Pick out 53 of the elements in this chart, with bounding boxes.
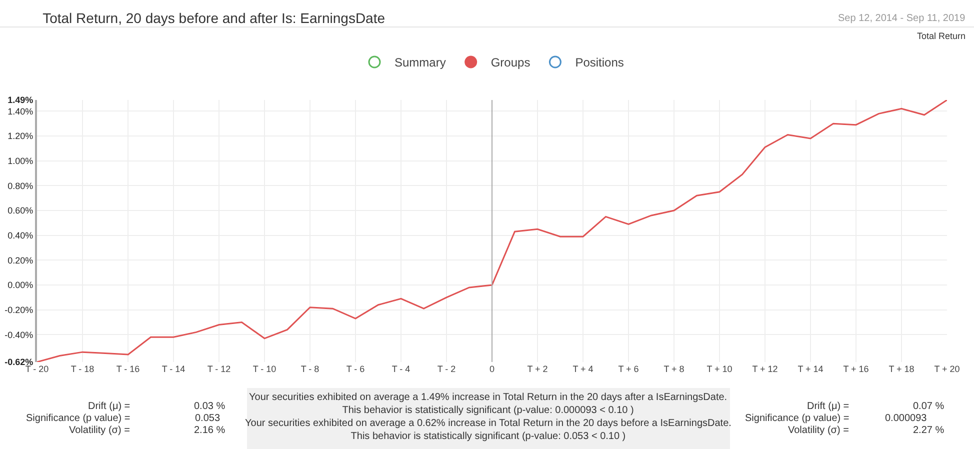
- x-tick-label: T + 10: [706, 364, 732, 374]
- line-series: [37, 100, 947, 362]
- text: 0.07 %: [913, 401, 944, 412]
- x-tick-label: T + 12: [752, 364, 778, 374]
- y-tick-label: 1.00%: [8, 156, 34, 166]
- text: Total Return: [917, 31, 966, 41]
- x-tick-label: T - 18: [70, 364, 94, 374]
- x-tick-label: T + 20: [934, 364, 960, 374]
- text: Drift (μ) =: [807, 401, 850, 412]
- text: Volatility (σ) =: [69, 425, 130, 436]
- y-tick-label: -0.40%: [4, 330, 34, 340]
- text: 2.27 %: [913, 425, 944, 436]
- text: 0.053: [195, 413, 220, 424]
- x-tick-label: T + 16: [843, 364, 869, 374]
- x-tick-label: T + 4: [572, 364, 594, 374]
- y-tick-label: 0.80%: [8, 180, 34, 191]
- y-tick-label: -0.20%: [4, 305, 34, 315]
- text: 0.03 %: [194, 401, 226, 412]
- x-tick-label: T + 14: [798, 364, 824, 374]
- y-tick-label: 0.60%: [8, 206, 34, 216]
- x-tick-label: T - 16: [116, 364, 140, 374]
- text: Significance (p value) =: [745, 413, 850, 424]
- text: 2.16 %: [194, 425, 226, 436]
- x-tick-label: T - 2: [437, 364, 456, 374]
- text: Volatility (σ) =: [788, 425, 850, 436]
- text: Drift (μ) =: [88, 401, 130, 412]
- x-tick-label: T + 2: [527, 364, 548, 374]
- x-tick-label: 0: [489, 364, 495, 374]
- y-tick-label: 0.40%: [8, 230, 34, 240]
- x-tick-label: T - 6: [346, 364, 365, 374]
- x-tick-label: T + 18: [888, 364, 914, 374]
- legend-label: Summary: [394, 56, 446, 70]
- x-tick-label: T + 6: [618, 364, 639, 374]
- y-tick-label: 1.49%: [8, 95, 34, 106]
- text: Your securities exhibited on average a 1.49% increase in Total Return in the 20 days after a IsEarningsDate. This behavior is statistically significant (p-value: 0.000093 < 0.10 ): [249, 392, 728, 416]
- y-tick-label: 1.20%: [8, 131, 34, 142]
- x-tick-label: T - 8: [300, 364, 320, 374]
- x-tick-label: T - 4: [392, 364, 410, 374]
- y-tick-label: 1.40%: [8, 106, 34, 116]
- legend-label: Positions: [575, 56, 624, 70]
- text: Your securities exhibited on average a 0.62% increase in Total Return in the 20 days before a IsEarningsDate. This behavior is statistically significant (p-value: 0.053 < 0.10 ): [245, 418, 732, 442]
- text: 0.000093: [885, 413, 928, 424]
- x-tick-label: T - 20: [25, 364, 49, 374]
- x-tick-label: T - 12: [207, 364, 231, 374]
- y-tick-label: 0.20%: [8, 255, 34, 266]
- chart-title: Total Return, 20 days before and after Is: EarningsDate: [42, 10, 386, 26]
- x-tick-label: T - 10: [252, 364, 276, 374]
- x-tick-label: T - 14: [162, 364, 186, 374]
- x-tick-label: T + 8: [664, 364, 684, 374]
- y-tick-label: 0.00%: [8, 280, 34, 290]
- chart-subtitle: Sep 12, 2014 - Sep 11, 2019: [838, 13, 966, 24]
- legend-label: Groups: [490, 56, 530, 70]
- text: Significance (p value) =: [26, 413, 130, 424]
